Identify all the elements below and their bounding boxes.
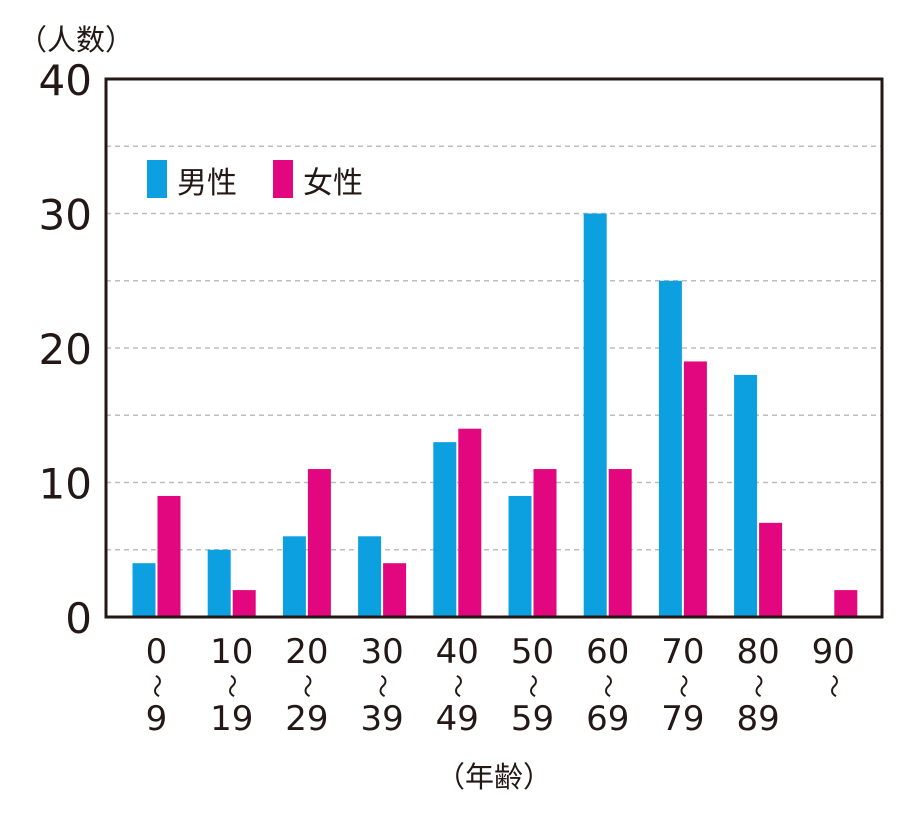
bar-female	[232, 590, 256, 617]
bars	[132, 213, 858, 617]
x-tick-label: 80	[736, 632, 779, 672]
bar-male	[358, 536, 382, 617]
x-tick-label: 60	[586, 632, 629, 672]
x-tick-label: 79	[661, 699, 704, 739]
x-tick-label: 〜	[293, 674, 321, 698]
bar-female	[383, 563, 407, 617]
grid-lines	[106, 145, 882, 551]
x-tick-label: 〜	[819, 674, 847, 698]
x-tick-label: 70	[661, 632, 704, 672]
legend-swatch-male	[147, 160, 167, 198]
bar-female	[683, 361, 707, 617]
x-tick-label: 29	[285, 699, 328, 739]
x-tick-label: 〜	[744, 674, 772, 698]
y-tick-label: 40	[39, 56, 92, 105]
x-tick-label: 50	[511, 632, 554, 672]
x-tick-labels: 0〜910〜1920〜2930〜3940〜4950〜5960〜6970〜7980…	[143, 632, 855, 739]
x-tick-label: 〜	[594, 674, 622, 698]
x-tick-label: 89	[736, 699, 779, 739]
x-tick-label: 20	[285, 632, 328, 672]
x-tick-label: 69	[586, 699, 629, 739]
y-tick-label: 0	[65, 594, 92, 643]
x-tick-label: 〜	[669, 674, 697, 698]
x-tick-label: 10	[210, 632, 253, 672]
x-tick-label: 49	[436, 699, 479, 739]
x-tick-label: 39	[360, 699, 403, 739]
y-axis-label: （人数）	[18, 23, 134, 57]
bar-female	[834, 590, 858, 617]
x-tick-label: 40	[436, 632, 479, 672]
x-tick-label: 〜	[143, 674, 171, 698]
x-tick-label: 〜	[218, 674, 246, 698]
x-tick-label: 〜	[519, 674, 547, 698]
bar-female	[307, 469, 331, 617]
x-tick-label: 19	[210, 699, 253, 739]
bar-male	[132, 563, 156, 617]
bar-male	[508, 495, 532, 617]
x-tick-label: 〜	[368, 674, 396, 698]
x-tick-label: 0	[146, 632, 168, 672]
bar-male	[207, 549, 231, 617]
x-tick-label: 〜	[443, 674, 471, 698]
x-tick-label: 30	[360, 632, 403, 672]
bar-female	[458, 428, 482, 617]
bar-male	[583, 213, 607, 617]
x-axis-label: （年齢）	[436, 760, 552, 794]
bar-female	[533, 469, 557, 617]
y-tick-label: 30	[39, 191, 92, 240]
bar-male	[658, 280, 682, 617]
plot-frame	[104, 77, 884, 619]
y-tick-label: 10	[39, 460, 92, 509]
legend-label-male: 男性	[177, 166, 237, 201]
x-tick-label: 90	[812, 632, 855, 672]
y-tick-label: 20	[39, 325, 92, 374]
x-tick-label: 9	[146, 699, 168, 739]
legend: 男性 女性	[147, 160, 363, 201]
x-tick-label: 59	[511, 699, 554, 739]
bar-male	[433, 442, 457, 617]
bar-male	[282, 536, 306, 617]
bar-male	[734, 374, 758, 617]
legend-swatch-female	[273, 160, 293, 198]
bar-female	[759, 522, 783, 617]
y-tick-labels: 0 10 20 30 40	[39, 56, 92, 643]
legend-label-female: 女性	[303, 166, 363, 201]
bar-female	[157, 495, 181, 617]
bar-female	[608, 469, 632, 617]
